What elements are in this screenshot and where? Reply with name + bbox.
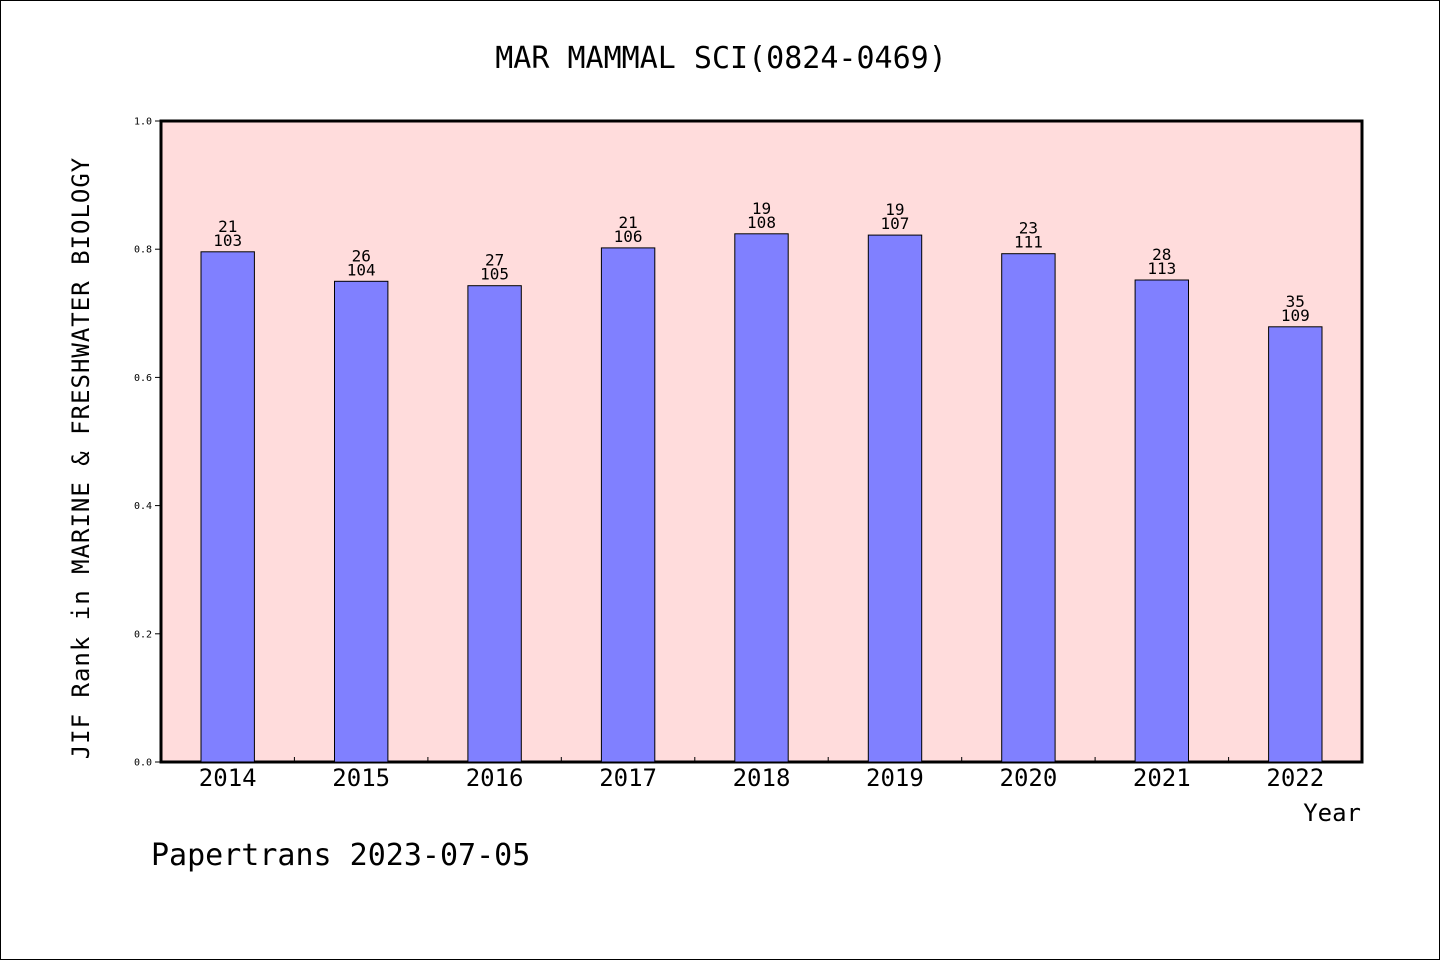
bar-2017 — [600, 247, 656, 763]
bar-rank-label-2022: 35 — [1286, 292, 1305, 311]
bar-rank-label-2016: 27 — [485, 251, 504, 270]
x-axis-ticks: 2014 2015 2016 2017 2018 2019 2020 2021 2022 — [199, 757, 1324, 792]
bar-2022 — [1268, 326, 1323, 763]
bar-total-label-2016: 105 — [480, 265, 509, 284]
x-tick-label-2021: 2021 — [1133, 764, 1191, 792]
y-axis-ticks: 0.0 0.2 0.4 0.6 0.8 1.0 — [134, 117, 161, 769]
chart-title: MAR MAMMAL SCI(0824-0469) — [495, 41, 947, 76]
y-tick-label-2: 0.4 — [134, 501, 152, 512]
x-tick-label-2016: 2016 — [466, 764, 524, 792]
bar-2020 — [1001, 253, 1056, 763]
bar-rank-label-2014: 21 — [218, 217, 237, 236]
x-tick-label-2017: 2017 — [599, 764, 657, 792]
x-tick-label-2022: 2022 — [1266, 764, 1324, 792]
bar-total-label-2018: 108 — [747, 213, 776, 232]
bar-2019 — [867, 234, 923, 763]
bar-2016 — [467, 285, 522, 763]
bar-total-label-2015: 104 — [347, 260, 376, 279]
bar-total-label-2022: 109 — [1281, 306, 1310, 325]
bar-2018 — [734, 233, 789, 763]
y-tick-label-4: 0.8 — [134, 245, 152, 256]
y-axis-label: JIF Rank in MARINE & FRESHWATER BIOLOGY — [67, 157, 95, 760]
footer-credit: Papertrans 2023-07-05 — [151, 838, 530, 873]
bar-2015 — [334, 280, 389, 763]
y-tick-label-5: 1.0 — [134, 117, 152, 128]
bar-rank-label-2015: 26 — [352, 246, 371, 265]
bar-rank-label-2019: 19 — [885, 200, 904, 219]
bar-rank-label-2021: 28 — [1152, 245, 1171, 264]
y-tick-label-1: 0.2 — [134, 629, 152, 640]
bar-total-label-2019: 107 — [880, 214, 909, 233]
bar-total-label-2021: 113 — [1147, 259, 1176, 278]
x-tick-label-2015: 2015 — [332, 764, 390, 792]
x-axis-label: Year — [1303, 799, 1361, 827]
y-tick-label-0: 0.0 — [134, 758, 152, 769]
bar-rank-label-2018: 19 — [752, 199, 771, 218]
bar-rank-label-2017: 21 — [618, 213, 637, 232]
bar-2021 — [1134, 279, 1189, 763]
x-tick-label-2020: 2020 — [1000, 764, 1058, 792]
bar-total-label-2014: 103 — [213, 231, 242, 250]
x-tick-label-2014: 2014 — [199, 764, 257, 792]
bar-total-label-2020: 111 — [1014, 233, 1043, 252]
x-tick-label-2019: 2019 — [866, 764, 924, 792]
bar-rank-label-2020: 23 — [1019, 219, 1038, 238]
x-tick-label-2018: 2018 — [733, 764, 791, 792]
y-tick-label-3: 0.6 — [134, 373, 152, 384]
bar-total-label-2017: 106 — [614, 227, 643, 246]
bar-2014 — [200, 251, 255, 763]
